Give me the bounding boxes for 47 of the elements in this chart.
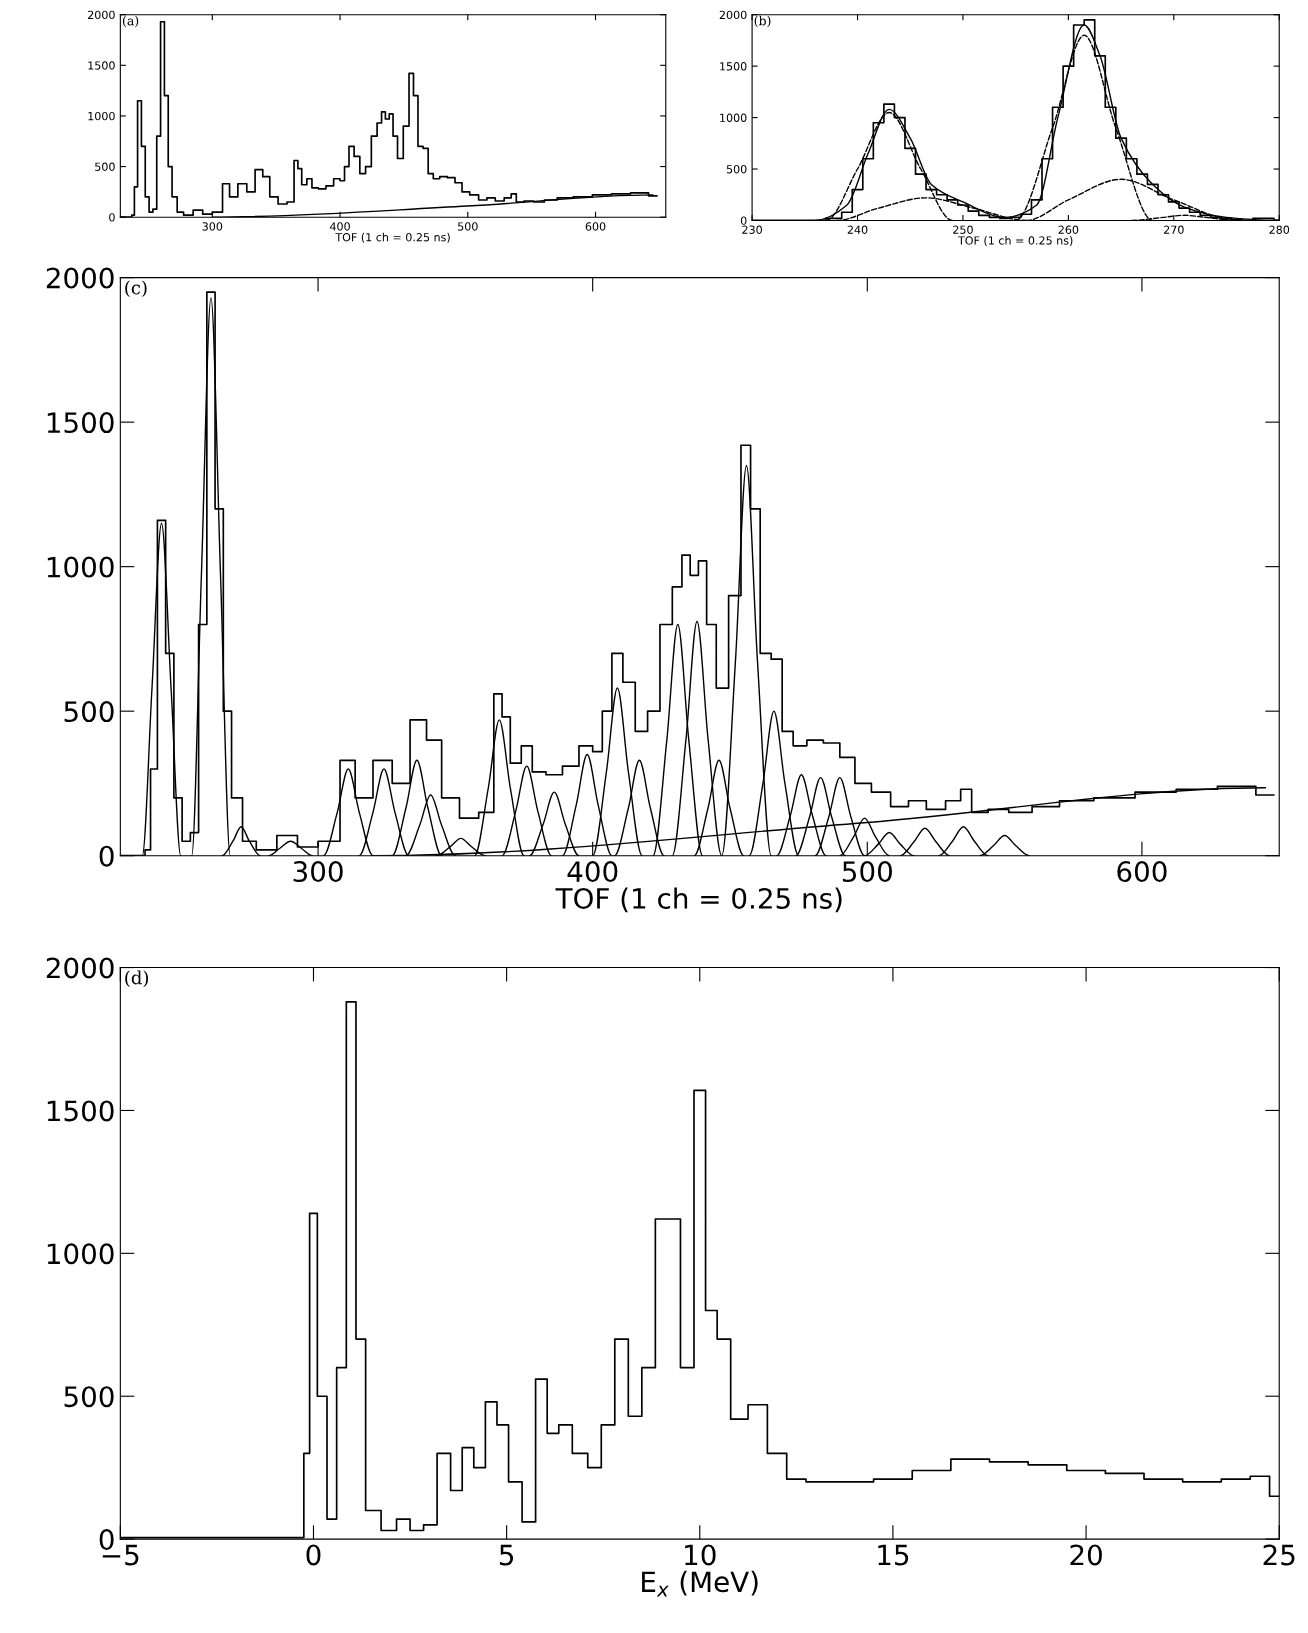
y-tick-label: 1000	[47, 1243, 114, 1265]
y-tick-label: 0	[109, 213, 115, 222]
y-tick-label: 500	[64, 701, 114, 723]
x-tick-label: 500	[458, 222, 478, 231]
x-axis-title: TOF (1 ch = 0.25 ns)	[555, 887, 842, 913]
y-tick-label: 2000	[88, 10, 115, 20]
x-axis-title: E$_{x}$ (MeV)	[642, 1570, 758, 1597]
x-tick-label: 500	[842, 861, 892, 883]
x-tick-label: 25	[1263, 1544, 1295, 1566]
x-axis-title: TOF (1 ch = 0.25 ns)	[957, 236, 1073, 246]
y-tick-label: 1000	[47, 556, 114, 578]
annotation: (b)	[754, 15, 771, 28]
x-tick-label: 300	[293, 861, 343, 883]
x-tick-label: 10	[685, 1544, 716, 1566]
x-tick-label: 600	[1117, 861, 1167, 883]
x-tick-label: 400	[329, 222, 350, 231]
annotation: (a)	[122, 15, 139, 28]
y-tick-label: 1500	[47, 1100, 114, 1122]
y-tick-label: 1500	[47, 412, 114, 434]
y-tick-label: 2000	[719, 10, 747, 20]
x-tick-label: 240	[847, 225, 868, 234]
y-tick-label: 0	[99, 845, 114, 867]
annotation: (d)	[125, 970, 149, 987]
y-tick-label: 2000	[46, 957, 114, 979]
y-tick-label: 500	[95, 162, 115, 171]
y-tick-label: 1000	[720, 113, 747, 122]
y-tick-label: 2000	[46, 267, 114, 289]
y-tick-label: 500	[726, 164, 747, 174]
x-tick-label: 20	[1070, 1544, 1102, 1566]
x-axis-title: TOF (1 ch = 0.25 ns)	[335, 232, 450, 243]
annotation: (c)	[125, 280, 147, 298]
y-tick-label: 500	[64, 1386, 114, 1408]
x-tick-label: 0	[306, 1544, 321, 1566]
x-tick-label: 280	[1269, 225, 1290, 234]
y-tick-label: 0	[740, 216, 747, 225]
y-tick-label: 1000	[88, 111, 115, 121]
x-tick-label: 230	[742, 225, 762, 234]
x-tick-label: 600	[585, 222, 606, 231]
x-tick-label: 250	[953, 225, 973, 234]
x-tick-label: 300	[202, 222, 223, 231]
y-tick-label: 1500	[720, 62, 747, 71]
y-tick-label: 1500	[88, 61, 115, 70]
x-tick-label: 260	[1058, 225, 1079, 234]
x-tick-label: 270	[1164, 225, 1184, 234]
x-tick-label: 15	[878, 1544, 909, 1566]
x-tick-label: 5	[499, 1544, 514, 1566]
x-tick-label: 400	[567, 861, 618, 883]
